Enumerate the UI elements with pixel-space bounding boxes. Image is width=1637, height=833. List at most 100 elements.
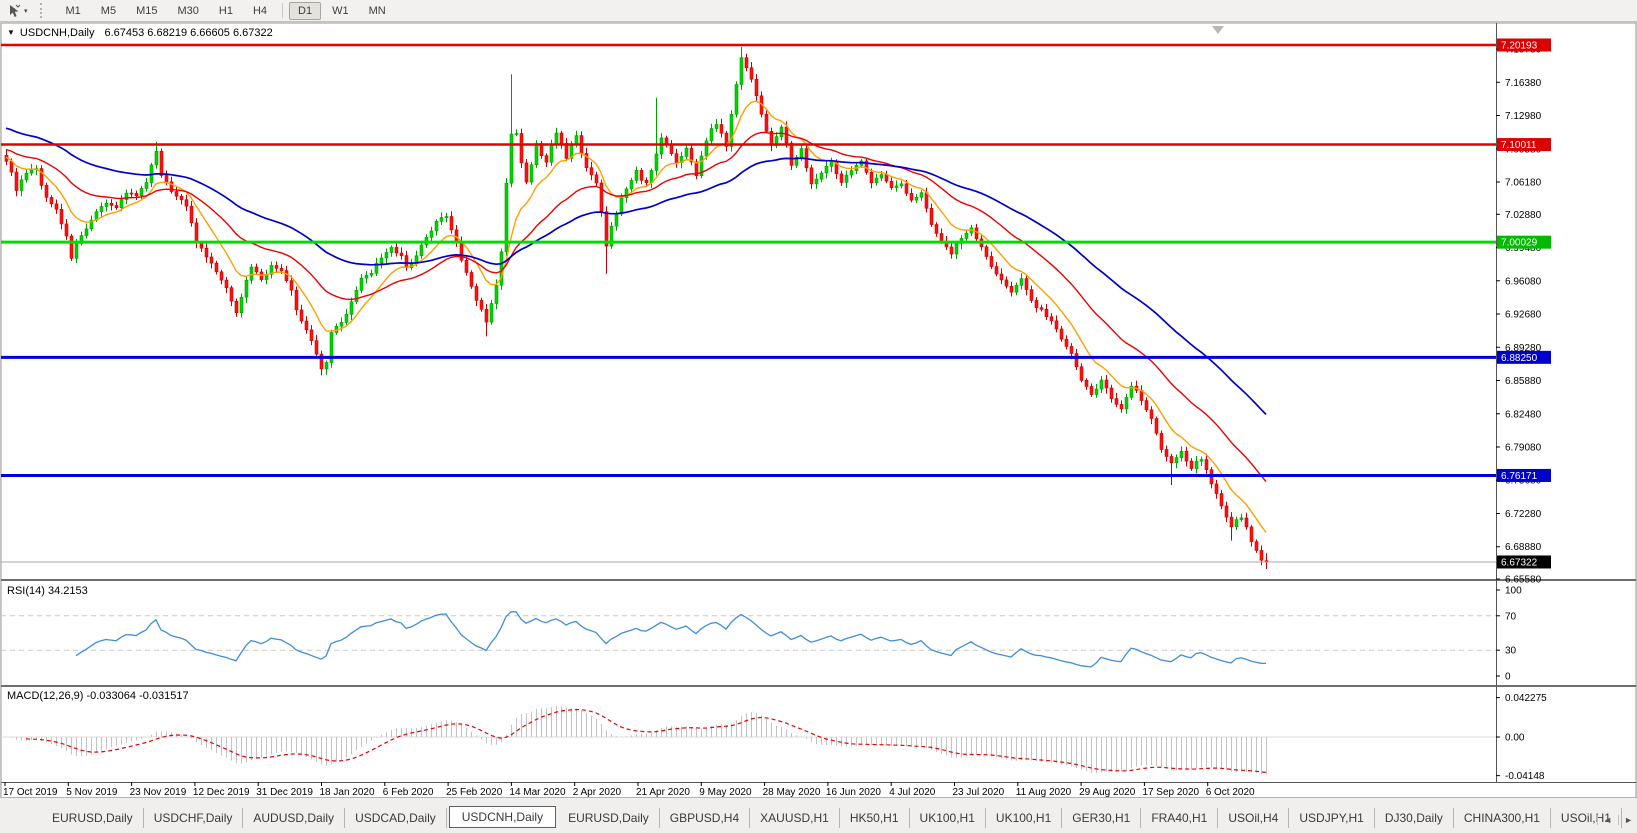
price-tick-label: 6.89280	[1505, 343, 1542, 354]
rsi-tick-label: 100	[1505, 586, 1522, 597]
date-tick-label: 17 Sep 2020	[1142, 787, 1199, 798]
dropdown-caret-icon[interactable]: ▾	[24, 7, 28, 15]
chart-title: ▼ USDCNH,Daily 6.67453 6.68219 6.66605 6.6…	[7, 27, 273, 39]
price-tick-label: 7.02880	[1505, 210, 1542, 221]
price-tick-label: 6.92680	[1505, 310, 1542, 321]
price-badge: 6.67322	[1501, 557, 1538, 568]
rsi-label: RSI(14) 34.2153	[7, 585, 88, 597]
price-badge: 7.10011	[1501, 140, 1537, 151]
cursor-tool-button[interactable]: ▾	[4, 2, 32, 20]
date-tick-label: 17 Oct 2019	[3, 787, 58, 798]
price-tick-label: 7.06180	[1505, 178, 1542, 189]
chart-tab-usoil-h4[interactable]: USOil,H4	[1218, 808, 1290, 828]
rsi-tick-label: 0	[1505, 672, 1511, 683]
chart-tab-usdcad-daily[interactable]: USDCAD,Daily	[345, 808, 447, 828]
horizontal-lines	[1, 43, 1496, 563]
date-tick-label: 16 Jun 2020	[826, 787, 881, 798]
timeframe-button-w1[interactable]: W1	[332, 4, 349, 17]
price-badges: 7.20193 7.10011 7.00029 6.88250 6.76171 6.673…	[1497, 38, 1551, 569]
time-axis: 17 Oct 2019 5 Nov 2019 23 Nov 2019 12 Dec 2…	[3, 782, 1255, 798]
rsi-tick-label: 70	[1505, 611, 1517, 622]
chart-tab-china300-h1[interactable]: CHINA300,H1	[1454, 808, 1551, 828]
date-tick-label: 6 Oct 2020	[1206, 787, 1255, 798]
date-tick-label: 29 Aug 2020	[1079, 787, 1136, 798]
date-tick-label: 23 Jul 2020	[953, 787, 1005, 798]
date-tick-label: 18 Jan 2020	[320, 787, 375, 798]
tab-scroll-controls: ◄ ►	[1597, 815, 1633, 825]
price-tick-label: 6.65580	[1505, 575, 1542, 586]
price-tick-label: 6.79080	[1505, 443, 1542, 454]
chart-tab-usdcnh-daily[interactable]: USDCNH,Daily	[448, 806, 557, 828]
timeframe-buttons: M1 M5 M15 M30 H1 H4 D1 W1 MN	[56, 1, 396, 20]
price-badge: 6.88250	[1501, 353, 1538, 364]
chart-tab-dj30-daily[interactable]: DJ30,Daily	[1375, 808, 1454, 828]
chart-tab-uk100-h1[interactable]: UK100,H1	[986, 808, 1063, 828]
date-tick-label: 5 Nov 2019	[66, 787, 118, 798]
price-tick-label: 7.16380	[1505, 78, 1542, 89]
chart-tab-gbpusd-h4[interactable]: GBPUSD,H4	[660, 808, 751, 828]
date-tick-label: 25 Feb 2020	[446, 787, 503, 798]
chart-tab-audusd-daily[interactable]: AUDUSD,Daily	[243, 808, 346, 828]
timeframe-button-h1[interactable]: H1	[218, 4, 233, 17]
date-tick-label: 4 Jul 2020	[889, 787, 936, 798]
macd-pane: 0.042275 0.00 -0.04148	[1, 693, 1547, 782]
macd-label: MACD(12,26,9) -0.033064 -0.031517	[7, 690, 189, 702]
price-badge: 7.00029	[1501, 238, 1538, 249]
timeframe-button-m30[interactable]: M30	[177, 4, 199, 17]
date-tick-label: 6 Feb 2020	[383, 787, 434, 798]
chart-tab-xauusd-h1[interactable]: XAUUSD,H1	[750, 808, 840, 828]
macd-tick-label: 0.00	[1505, 733, 1525, 744]
chart-tab-uk100-h1[interactable]: UK100,H1	[910, 808, 986, 828]
chart-tab-usoil-h1[interactable]: USOil,H1	[1551, 808, 1622, 828]
chart-ohlc-values: 6.67453 6.68219 6.66605 6.67322	[104, 27, 273, 39]
price-tick-label: 6.82480	[1505, 409, 1542, 420]
price-tick-label: 6.85880	[1505, 376, 1542, 387]
price-badge: 7.20193	[1501, 41, 1538, 52]
timeframe-button-m1[interactable]: M1	[65, 4, 81, 17]
timeframe-button-m15[interactable]: M15	[136, 4, 158, 17]
tab-scroll-right-icon[interactable]: ►	[1618, 815, 1633, 825]
timeframe-button-d1[interactable]: D1	[289, 1, 322, 20]
rsi-pane: 100 70 30 0	[1, 586, 1522, 683]
chart-tab-eurusd-daily[interactable]: EURUSD,Daily	[42, 808, 144, 828]
top-toolbar: ▾ M1 M5 M15 M30 H1 H4 D1 W1 MN	[0, 0, 1637, 22]
date-tick-label: 2 Apr 2020	[573, 787, 622, 798]
date-tick-label: 14 Mar 2020	[509, 787, 566, 798]
timeframe-button-h4[interactable]: H4	[252, 4, 268, 17]
chart-tab-usdchf-daily[interactable]: USDCHF,Daily	[144, 808, 244, 828]
collapse-triangle-icon[interactable]: ▼	[7, 28, 15, 37]
macd-tick-label: -0.04148	[1505, 771, 1545, 782]
chart-tabs: EURUSD,Daily USDCHF,Daily AUDUSD,Daily USDC…	[42, 806, 1622, 828]
chart-tab-usdjpy-h1[interactable]: USDJPY,H1	[1289, 808, 1375, 828]
date-tick-label: 12 Dec 2019	[193, 787, 250, 798]
price-tick-label: 6.72280	[1505, 509, 1542, 520]
rsi-tick-label: 30	[1505, 646, 1517, 657]
macd-signal-line	[25, 708, 1267, 773]
ma-slow	[5, 127, 1267, 415]
tab-scroll-left-icon[interactable]: ◄	[1597, 815, 1612, 825]
ma-medium	[5, 131, 1267, 482]
date-tick-label: 21 Apr 2020	[636, 787, 690, 798]
price-tick-label: 7.12980	[1505, 111, 1542, 122]
toolbar-divider	[282, 3, 284, 18]
macd-tick-label: 0.042275	[1505, 693, 1547, 704]
chart-tab-hk50-h1[interactable]: HK50,H1	[840, 808, 910, 828]
chart-tab-fra40-h1[interactable]: FRA40,H1	[1141, 808, 1219, 828]
date-tick-label: 28 May 2020	[763, 787, 821, 798]
date-tick-label: 23 Nov 2019	[130, 787, 187, 798]
chart-tab-eurusd-daily[interactable]: EURUSD,Daily	[558, 808, 660, 828]
chart-shift-marker[interactable]	[1212, 26, 1224, 34]
timeframe-button-mn[interactable]: MN	[368, 4, 386, 17]
price-badge: 6.76171	[1501, 471, 1538, 482]
price-tick-label: 6.96080	[1505, 276, 1542, 287]
date-tick-label: 31 Dec 2019	[256, 787, 313, 798]
toolbar-grip-handle[interactable]	[39, 3, 50, 18]
chart-tabs-bar: EURUSD,Daily USDCHF,Daily AUDUSD,Daily USDC…	[0, 797, 1637, 833]
date-tick-label: 9 May 2020	[699, 787, 752, 798]
ma-fast	[5, 100, 1267, 533]
timeframe-button-m5[interactable]: M5	[100, 4, 117, 17]
price-tick-label: 6.68880	[1505, 542, 1542, 553]
chart-tab-ger30-h1[interactable]: GER30,H1	[1062, 808, 1142, 828]
